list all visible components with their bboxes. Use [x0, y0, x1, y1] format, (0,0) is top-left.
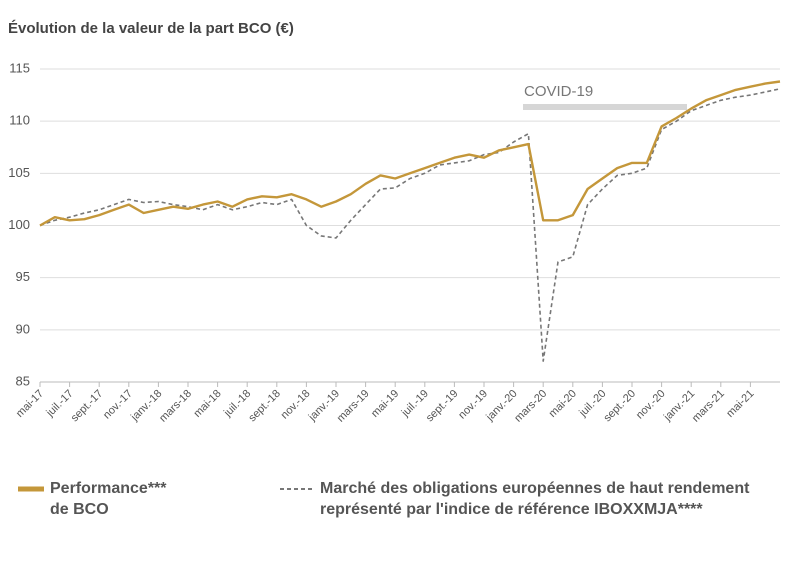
y-tick-label: 105 [8, 165, 30, 180]
x-tick-label: mai-17 [14, 388, 46, 420]
x-tick-label: mai-21 [724, 388, 756, 420]
y-tick-label: 90 [16, 321, 30, 336]
y-tick-label: 100 [8, 217, 30, 232]
legend-label: Performance*** de BCO [50, 480, 167, 518]
chart: Évolution de la valeur de la part BCO (€… [8, 20, 781, 425]
x-tick-label: sept.-19 [424, 388, 461, 425]
y-tick-label: 85 [16, 373, 30, 388]
covid-period-bar [523, 104, 687, 110]
series-line [39, 88, 781, 362]
y-tick-label: 95 [16, 269, 30, 284]
legend-item: Marché des obligations européennes de ha… [280, 478, 780, 520]
x-tick-label: mars-19 [335, 388, 372, 425]
x-tick-label: mars-21 [690, 388, 727, 425]
legend-swatch [280, 488, 312, 490]
series-line [39, 80, 781, 227]
x-tick-label: mars-18 [157, 388, 194, 425]
legend-label: Marché des obligations européennes de ha… [320, 480, 750, 518]
legend-swatch [18, 486, 44, 492]
legend-item: Performance*** de BCO [18, 478, 188, 520]
chart-title: Évolution de la valeur de la part BCO (€… [8, 20, 294, 37]
x-tick-label: mai-19 [369, 388, 401, 420]
x-tick-label: mai-20 [547, 388, 579, 420]
x-tick-label: mai-18 [191, 388, 223, 420]
x-tick-label: sept.-18 [246, 388, 283, 425]
y-tick-label: 115 [9, 60, 30, 75]
x-tick-label: sept.-20 [602, 388, 639, 425]
grid [40, 68, 780, 383]
annotation: COVID-19 [524, 83, 593, 100]
x-tick-label: sept.-17 [69, 388, 106, 425]
x-tick-label: mars-20 [512, 388, 549, 425]
y-tick-label: 110 [9, 113, 30, 128]
